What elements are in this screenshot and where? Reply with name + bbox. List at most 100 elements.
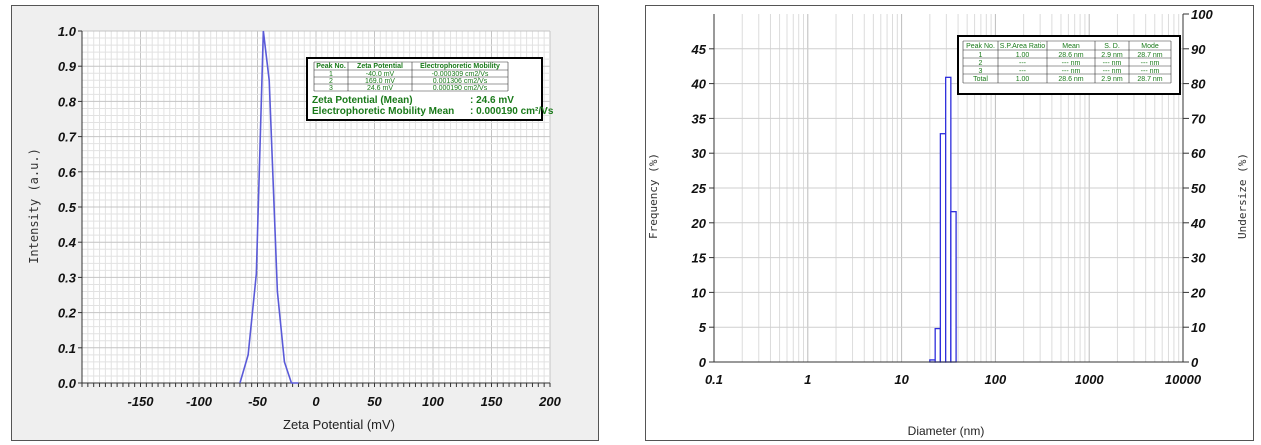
y-tick-label: 45 [691,42,707,57]
axes [78,30,551,387]
frequency-bar [939,133,947,363]
table-cell: --- nm [1103,68,1122,75]
table-cell: 2 [329,78,333,85]
peak-table: Peak No. S.P.Area Ratio Mean S. D. Mode 1 1.00… [957,35,1181,95]
size-distribution-panel: 0.1 1 10 100 1000 10000 0 5 10 15 20 25 30 35 40 45 0 10 2… [645,5,1254,441]
table-cell: 1.00 [1016,76,1030,83]
table-cell: 1 [979,52,983,59]
summary-label: Zeta Potential (Mean) [312,95,413,106]
summary-value: : 24.6 mV [470,95,514,106]
y-tick-label: 0 [699,355,707,370]
table-cell: 1.00 [1016,52,1030,59]
table-header: Peak No. [316,63,346,70]
summary-value: : 0.000190 cm²/Vs [470,106,554,117]
x-tick-label: 50 [367,394,382,409]
y-axis-label-left: Frequency (%) [647,153,660,239]
x-tick-label: 100 [985,372,1007,387]
frequency-bar [934,327,942,363]
x-tick-label: 0 [312,394,320,409]
table-cell: 1 [329,71,333,78]
y-tick-label: 0.2 [58,306,77,321]
y-tick-label: 10 [692,285,707,300]
y-right-tick-label: 90 [1191,42,1206,57]
table-cell: 0.001306 cm2/Vs [433,78,488,85]
table-cell: --- nm [1103,60,1122,67]
y-right-tick-label: 0 [1191,355,1199,370]
x-tick-label: 150 [481,394,503,409]
table-header: Electrophoretic Mobility [420,63,500,70]
table-cell: 3 [329,85,333,92]
table-cell: 28.7 nm [1137,52,1162,59]
table-cell: --- nm [1062,60,1081,67]
table-cell: 3 [979,68,983,75]
y-tick-label: 0.7 [58,130,77,145]
tick-labels: -150 -100 -50 0 50 100 150 200 0.0 0.1 0.2 0.3 0.4 0.… [58,24,562,409]
table-cell: 28.6 nm [1058,52,1083,59]
table-cell: -0.000309 cm2/Vs [432,71,489,78]
x-axis-label: Diameter (nm) [908,424,985,438]
y-tick-label: 0.1 [58,341,76,356]
frequency-bar [945,76,952,363]
y-tick-label: 1.0 [58,24,77,39]
y-axis-label-right: Undersize (%) [1236,153,1249,239]
table-cell: --- nm [1141,60,1160,67]
x-tick-label: -50 [248,394,268,409]
y-right-tick-label: 30 [1191,251,1206,266]
axes [709,13,1189,363]
x-tick-label: 1000 [1075,372,1105,387]
table-cell: --- [1019,60,1027,67]
y-tick-label: 40 [691,77,707,92]
table-header: Zeta Potential [357,63,403,70]
frequency-bar [950,211,957,363]
y-right-tick-label: 70 [1191,111,1206,126]
y-right-tick-label: 20 [1190,285,1206,300]
y-tick-label: 35 [692,111,707,126]
peak-table: Peak No. Zeta Potential Electrophoretic Mo… [306,57,554,121]
x-tick-label: -150 [127,394,154,409]
summary-label: Electrophoretic Mobility Mean [312,106,454,117]
table-header: Mode [1141,43,1159,50]
size-distribution-chart: 0.1 1 10 100 1000 10000 0 5 10 15 20 25 30 35 40 45 0 10 2… [647,7,1249,438]
y-right-tick-label: 10 [1191,320,1206,335]
x-tick-label: 10 [894,372,909,387]
y-tick-label: 0.9 [58,59,77,74]
table-cell: 28.6 nm [1058,76,1083,83]
y-right-tick-label: 40 [1190,216,1206,231]
table-cell: --- nm [1141,68,1160,75]
y-tick-label: 0.6 [58,165,77,180]
y-tick-label: 0.5 [58,200,77,215]
peak-table-box [306,57,543,121]
table-header: Peak No. [966,43,995,50]
table-cell: 2.9 nm [1101,52,1123,59]
y-tick-label: 0.3 [58,270,77,285]
table-cell: Total [973,76,988,83]
table-cell: 2 [979,60,983,67]
y-tick-label: 0.8 [58,94,77,109]
table-header: S.P.Area Ratio [1000,43,1046,50]
y-tick-label: 15 [692,251,707,266]
peak-table-box [957,35,1181,95]
table-cell: 24.6 mV [367,85,393,92]
y-tick-label: 5 [699,320,707,335]
tick-labels: 0.1 1 10 100 1000 10000 0 5 10 15 20 25 30 35 40 45 0 10 2… [691,7,1214,387]
x-tick-label: 0.1 [705,372,723,387]
table-cell: --- nm [1062,68,1081,75]
table-cell: 28.7 nm [1137,76,1162,83]
x-tick-label: 1 [804,372,811,387]
y-right-tick-label: 80 [1191,77,1206,92]
y-tick-label: 0.0 [58,376,77,391]
table-header: Mean [1062,43,1080,50]
y-tick-label: 20 [691,216,707,231]
y-tick-label: 0.4 [58,235,77,250]
zeta-potential-chart: -150 -100 -50 0 50 100 150 200 0.0 0.1 0.2 0.3 0.4 0.… [27,24,562,432]
y-right-tick-label: 60 [1191,146,1206,161]
table-cell: 0.000190 cm2/Vs [433,85,488,92]
x-tick-label: 100 [422,394,444,409]
table-cell: 169.0 mV [365,78,395,85]
y-right-tick-label: 100 [1191,7,1213,22]
x-axis-label: Zeta Potential (mV) [283,417,395,432]
x-tick-label: 10000 [1165,372,1202,387]
y-right-tick-label: 50 [1191,181,1206,196]
y-axis-label: Intensity (a.u.) [27,148,41,264]
zeta-potential-panel: -150 -100 -50 0 50 100 150 200 0.0 0.1 0.2 0.3 0.4 0.… [11,5,599,441]
